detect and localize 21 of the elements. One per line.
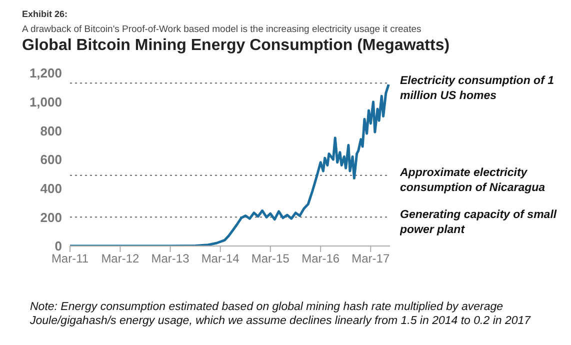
x-tick-label: Mar-11 [51, 252, 89, 266]
y-tick-label: 800 [40, 123, 62, 138]
y-tick-label: 0 [54, 238, 62, 254]
text: Exhibit 26: [22, 9, 68, 19]
x-tick-label: Mar-16 [302, 252, 340, 266]
x-tick-label: Mar-13 [151, 252, 190, 266]
y-tick-label: 1,200 [29, 66, 62, 81]
x-tick-label: Mar-14 [201, 252, 240, 266]
y-tick-label: 400 [40, 180, 62, 196]
x-tick-label: Mar-17 [352, 252, 390, 266]
y-tick-label: 200 [40, 210, 62, 225]
y-tick-label: 600 [40, 152, 62, 168]
text: Note: Energy consumption estimated based on global mining hash rate multiplied by average Joule/gigahash/s energy usage, which we assume declines linearly from 1.5 in 2014 to 0.2 in 2017 [30, 300, 532, 328]
chart-title: Global Bitcoin Mining Energy Consumption (Megawatts) [22, 37, 450, 55]
chart-subtitle: A drawback of Bitcoin's Proof-of-Work based model is the increasing electricity usage it creates [22, 24, 422, 35]
y-tick-label: 1,000 [29, 94, 62, 110]
ref-line-label: Generating capacity of small power plant [400, 208, 558, 238]
x-tick-label: Mar-15 [251, 252, 290, 266]
ref-line-label: Approximate electricity consumption of Nicaragua [400, 166, 546, 196]
ref-line-label: Electricity consumption of 1 million US homes [400, 74, 555, 104]
x-tick-label: Mar-12 [101, 252, 140, 266]
